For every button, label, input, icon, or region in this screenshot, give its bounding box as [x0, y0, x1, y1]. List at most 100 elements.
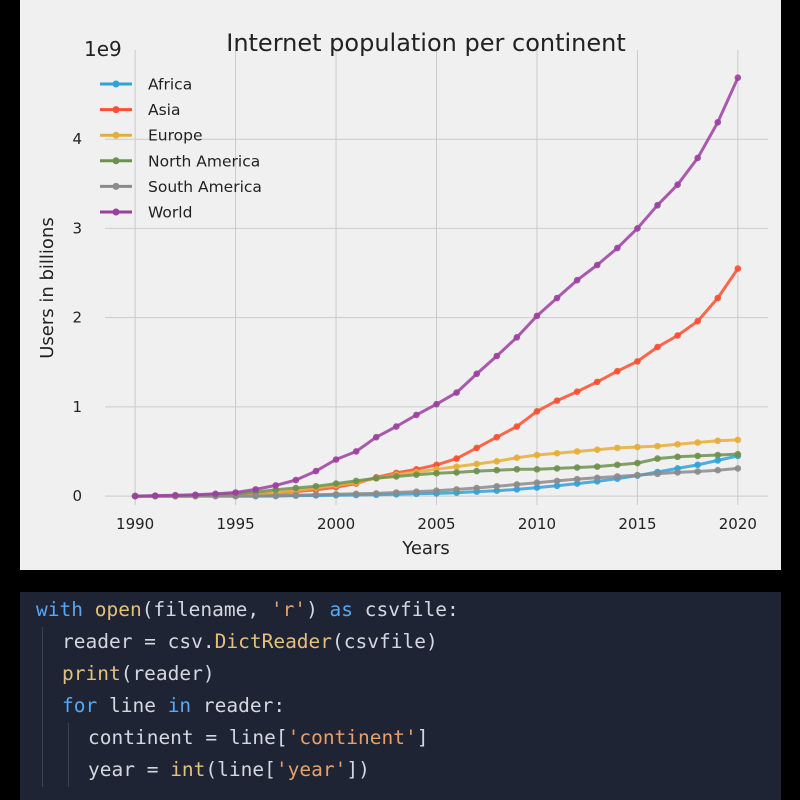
- data-point: [513, 481, 521, 488]
- data-point: [292, 491, 300, 499]
- data-point: [593, 474, 601, 482]
- data-point: [553, 465, 561, 472]
- legend-marker: [112, 106, 120, 114]
- data-point: [714, 437, 722, 445]
- code-line: print(reader): [62, 659, 215, 689]
- code-token: line: [97, 694, 168, 717]
- data-point: [292, 476, 300, 484]
- x-axis-label: Years: [401, 538, 450, 559]
- chart-title: Internet population per continent: [226, 29, 626, 57]
- code-token: [83, 598, 95, 621]
- data-point: [654, 442, 661, 450]
- data-point: [714, 451, 722, 459]
- data-point: [312, 482, 320, 490]
- data-point: [734, 465, 742, 472]
- data-point: [232, 489, 239, 496]
- y-tick-label: 0: [72, 487, 82, 505]
- data-point: [393, 473, 400, 480]
- data-point: [573, 475, 581, 483]
- data-point: [593, 463, 601, 470]
- data-point: [473, 370, 480, 378]
- data-point: [734, 436, 742, 444]
- data-point: [533, 451, 541, 459]
- legend-label: Europe: [148, 127, 203, 145]
- data-point: [714, 466, 722, 474]
- data-point: [553, 449, 561, 457]
- data-point: [433, 470, 440, 477]
- data-point: [714, 118, 722, 126]
- data-point: [734, 450, 742, 458]
- data-point: [573, 464, 581, 471]
- data-point: [513, 423, 521, 430]
- code-token: as: [329, 598, 354, 621]
- data-point: [453, 486, 460, 493]
- data-point: [593, 261, 601, 269]
- data-point: [714, 457, 722, 464]
- data-point: [513, 486, 521, 493]
- data-point: [493, 482, 501, 490]
- legend-label: Asia: [148, 101, 180, 119]
- code-token: 'year': [275, 758, 347, 781]
- data-point: [513, 466, 521, 473]
- data-point: [674, 453, 681, 461]
- code-token: csvfile:: [353, 598, 459, 621]
- code-line: with open(filename, 'r') as csvfile:: [36, 595, 459, 625]
- legend-label: World: [148, 204, 192, 222]
- data-point: [332, 490, 340, 498]
- legend-marker: [112, 182, 120, 190]
- data-point: [433, 487, 440, 495]
- data-point: [493, 466, 501, 474]
- legend-marker: [112, 131, 120, 139]
- data-point: [473, 460, 480, 468]
- code-token: int: [170, 758, 206, 781]
- code-line: continent = line['continent']: [88, 723, 428, 753]
- data-point: [473, 467, 480, 475]
- code-token: (line[: [205, 758, 276, 781]
- code-line: year = int(line['year']): [88, 755, 370, 785]
- code-token: 'r': [270, 598, 307, 621]
- code-line: reader = csv.DictReader(csvfile): [62, 627, 438, 657]
- x-tick-label: 2000: [317, 515, 355, 533]
- data-point: [352, 448, 360, 455]
- data-point: [493, 352, 501, 360]
- data-point: [674, 441, 681, 448]
- data-point: [614, 444, 621, 452]
- data-point: [614, 473, 621, 480]
- x-tick-label: 2010: [518, 515, 556, 533]
- data-point: [352, 477, 360, 485]
- data-point: [413, 471, 420, 478]
- data-point: [573, 276, 581, 284]
- data-point: [694, 461, 701, 469]
- data-point: [734, 265, 742, 272]
- data-point: [453, 455, 460, 462]
- data-point: [372, 490, 380, 497]
- data-point: [513, 333, 521, 341]
- x-tick-label: 2015: [618, 515, 656, 533]
- legend-label: Africa: [148, 76, 192, 94]
- data-point: [212, 490, 219, 498]
- data-point: [634, 225, 641, 232]
- data-point: [292, 484, 300, 492]
- data-point: [352, 490, 360, 498]
- code-token: ): [306, 598, 330, 621]
- code-editor-panel: with open(filename, 'r') as csvfile: read…: [20, 592, 781, 800]
- y-tick-label: 1: [72, 398, 82, 416]
- data-point: [674, 469, 681, 476]
- x-tick-label: 2005: [417, 515, 455, 533]
- data-point: [654, 201, 661, 209]
- data-point: [453, 463, 460, 470]
- data-point: [413, 411, 420, 419]
- data-point: [533, 466, 541, 473]
- data-point: [453, 469, 460, 476]
- code-token: (reader): [120, 662, 215, 685]
- legend-marker: [112, 80, 120, 88]
- x-tick-label: 2020: [719, 515, 757, 533]
- x-tick-label: 1995: [216, 515, 254, 533]
- data-point: [634, 443, 641, 451]
- data-point: [372, 433, 380, 441]
- data-point: [453, 389, 460, 396]
- data-point: [553, 482, 561, 490]
- data-point: [654, 455, 661, 462]
- data-point: [674, 181, 681, 189]
- data-point: [172, 491, 179, 499]
